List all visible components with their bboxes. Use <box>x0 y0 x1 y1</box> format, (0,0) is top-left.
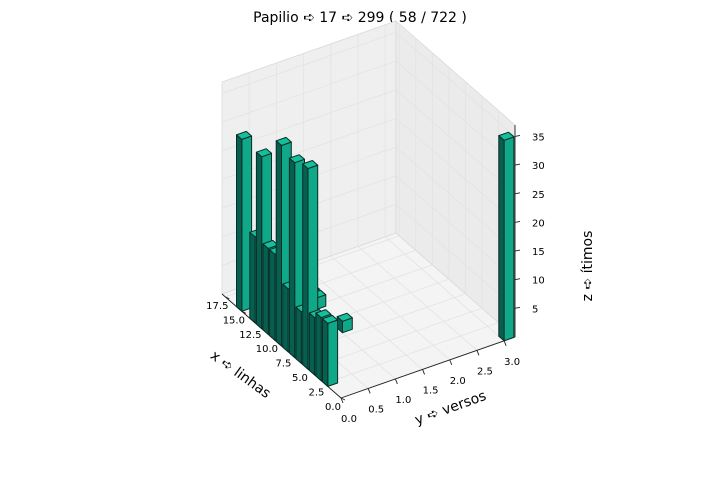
z-tick-label: 15 <box>532 247 545 258</box>
grid-line <box>221 32 516 137</box>
bar-top <box>275 136 292 146</box>
y-tick-label: 0.5 <box>368 404 384 415</box>
bar-front <box>302 163 309 370</box>
bar-top <box>255 148 272 158</box>
grid-line <box>330 43 451 361</box>
z-tick-label: 25 <box>532 190 545 201</box>
bar-front <box>308 312 316 376</box>
bar-front <box>315 312 322 382</box>
y-axis-line <box>340 336 516 399</box>
y-tick-label: 2.0 <box>450 376 466 387</box>
bar-top <box>302 160 319 170</box>
bar-front <box>275 140 282 347</box>
z-tick-label: 10 <box>532 276 545 287</box>
x-tick-mark <box>241 310 247 314</box>
bar-front <box>236 134 243 312</box>
x-tick-label: 12.5 <box>239 330 261 341</box>
bar-front <box>498 135 505 342</box>
grid-line <box>291 81 466 356</box>
bar-front <box>249 231 256 324</box>
z-tick-mark <box>514 249 521 252</box>
bar <box>322 314 339 387</box>
grid-line <box>384 24 505 342</box>
z-tick-mark <box>514 135 521 137</box>
bar-front <box>288 157 296 359</box>
z-tick-label: 35 <box>532 132 545 143</box>
chart-title: Papilio ➪ 17 ➪ 299 ( 58 / 722 ) <box>253 10 467 26</box>
bar-front <box>255 151 263 330</box>
bar-front <box>262 243 269 335</box>
x-tick-label: 5.0 <box>292 373 308 384</box>
bar-top <box>322 314 339 324</box>
bar-top <box>288 154 305 164</box>
y-tick-mark <box>340 397 344 404</box>
z-tick-mark <box>514 163 521 166</box>
x-tick-label: 17.5 <box>206 301 228 312</box>
bar-side <box>503 136 515 342</box>
z-tick-label: 20 <box>532 218 545 229</box>
bar <box>336 312 353 334</box>
grid-line <box>357 34 478 351</box>
bar <box>236 130 253 312</box>
bar-top <box>262 239 279 249</box>
z-axis-label: z ➪ ítimos <box>580 231 596 302</box>
grid-line <box>307 96 483 370</box>
z-tick-label: 5 <box>532 304 538 315</box>
y-tick-mark <box>476 350 480 356</box>
bar-top <box>336 312 353 322</box>
chart-bars <box>236 130 515 387</box>
z-tick-mark <box>514 278 521 281</box>
y-tick-mark <box>394 378 398 385</box>
z-tick-mark <box>514 192 521 195</box>
bar <box>498 131 515 342</box>
z-tick-mark <box>514 220 521 223</box>
y-tick-label: 3.0 <box>504 357 520 368</box>
x-tick-label: 0.0 <box>325 402 341 413</box>
grid-line <box>221 89 516 195</box>
bar-front <box>282 283 289 353</box>
y-tick-label: 2.5 <box>477 366 493 377</box>
bar-side <box>327 319 339 387</box>
bar-top <box>315 309 332 319</box>
y-tick-label: 1.0 <box>395 395 411 406</box>
y-tick-mark <box>422 369 425 375</box>
x-tick-mark <box>340 397 346 401</box>
x-tick-label: 2.5 <box>309 388 325 399</box>
bar-front <box>322 318 329 387</box>
x-tick-label: 15.0 <box>223 315 245 326</box>
z-tick-mark <box>514 306 521 309</box>
bar-top <box>498 131 515 141</box>
bar-front <box>295 306 302 364</box>
x-tick-label: 7.5 <box>275 359 291 370</box>
y-tick-label: 1.5 <box>423 385 439 396</box>
bar-front <box>269 249 276 341</box>
z-tick-label: 30 <box>532 161 545 172</box>
y-tick-label: 0.0 <box>341 414 357 425</box>
grid-line <box>221 60 516 166</box>
y-tick-mark <box>367 388 371 394</box>
x-tick-mark <box>225 296 230 300</box>
y-tick-mark <box>503 340 507 346</box>
bar-top <box>236 130 253 140</box>
x-axis-label: x ➪ linhas <box>207 348 273 402</box>
x-tick-label: 10.0 <box>256 344 278 355</box>
y-tick-mark <box>449 359 453 366</box>
